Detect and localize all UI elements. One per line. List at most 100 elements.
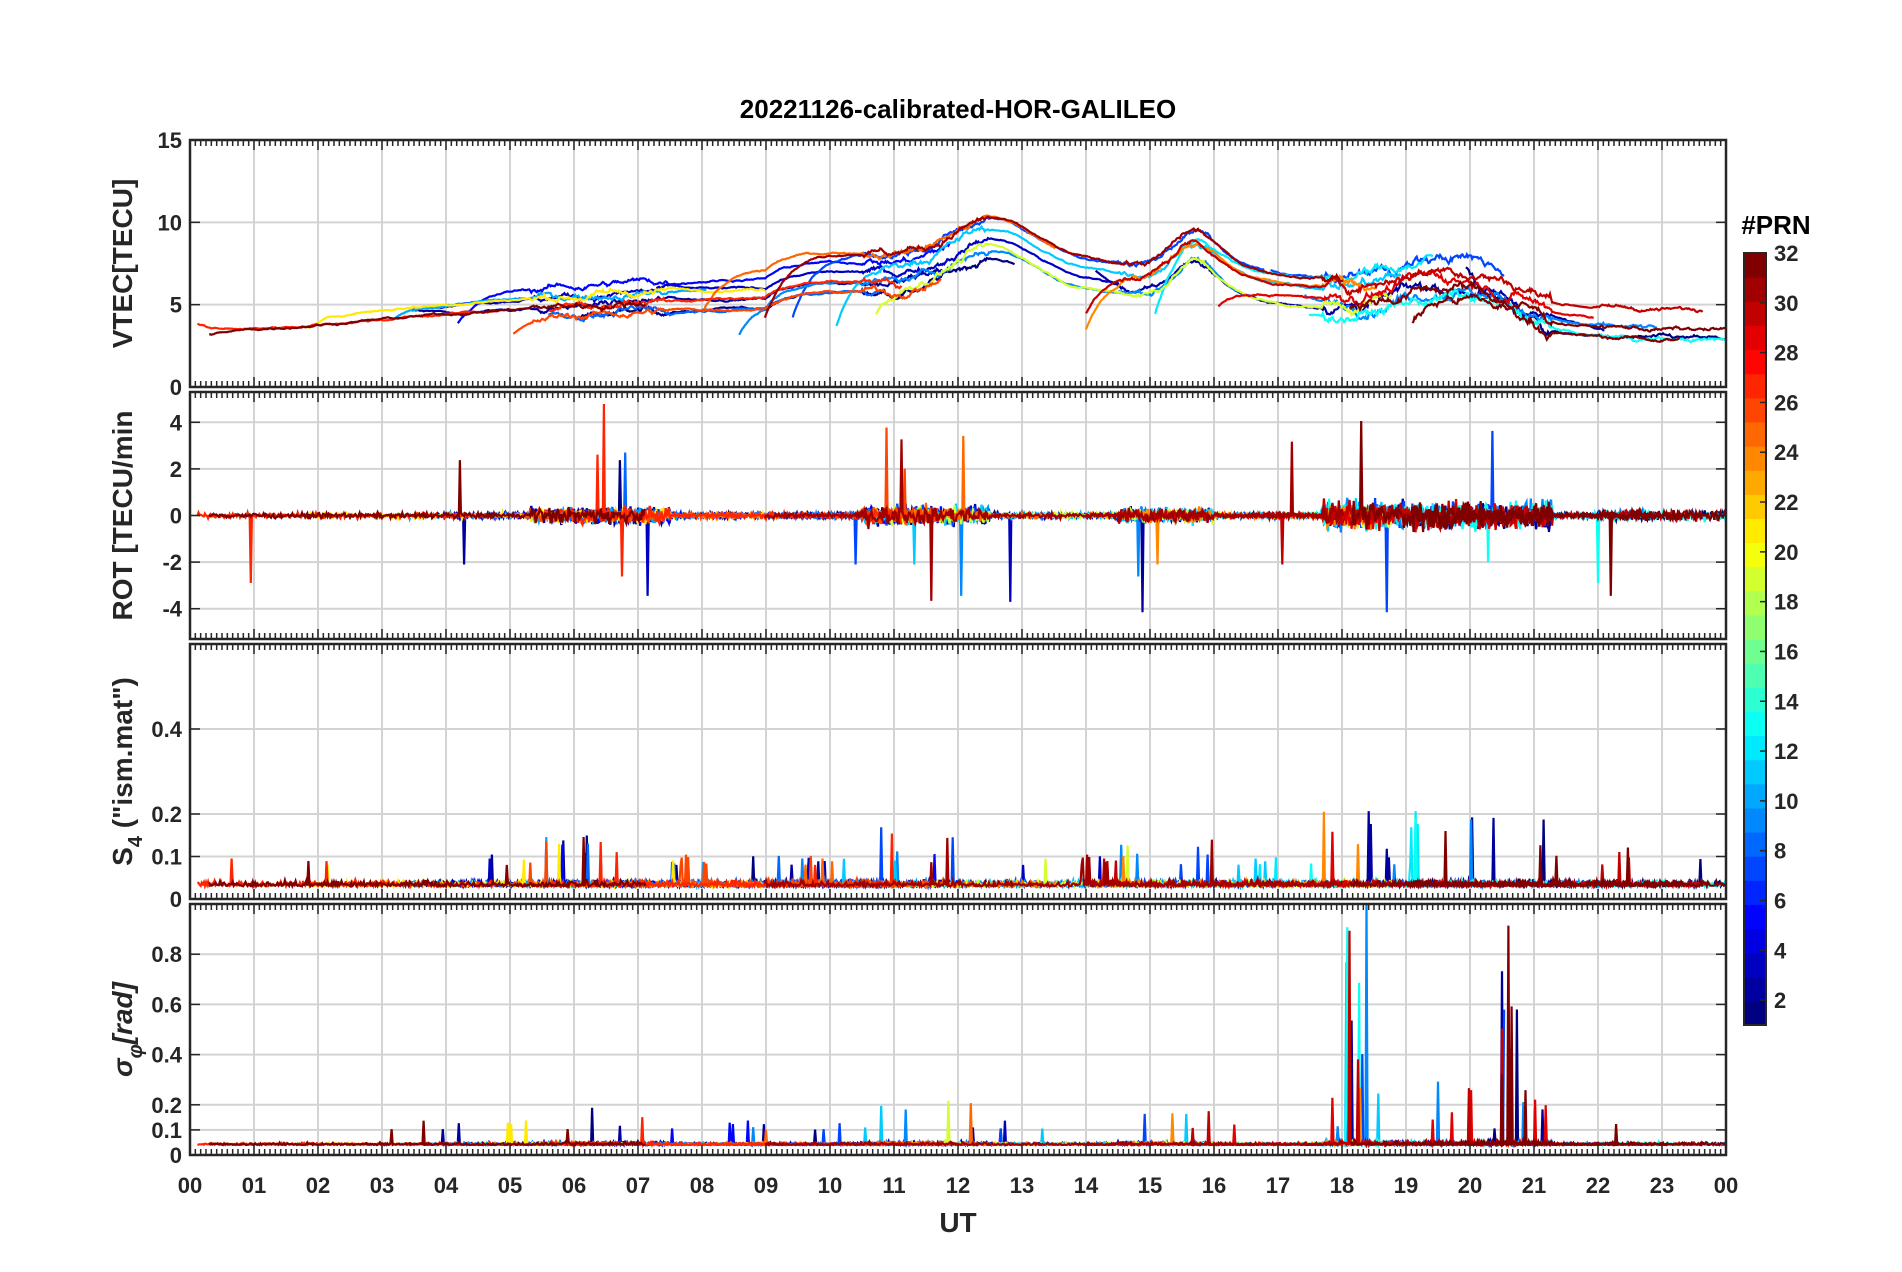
panel-4: 00.10.2 0.4 0.6 0.8σφ[rad] — [107, 902, 1728, 1168]
colorbar-tick-label: 4 — [1774, 938, 1787, 963]
colorbar-tick-label: 12 — [1774, 739, 1798, 764]
colorbar-segment — [1744, 976, 1766, 1002]
colorbar-segment — [1744, 349, 1766, 375]
panel-2: -4 -2 0 2 4 ROT [TECU/min — [107, 390, 1728, 641]
colorbar-tick-label: 10 — [1774, 789, 1798, 814]
colorbar-tick-label: 22 — [1774, 490, 1798, 515]
colorbar-segment — [1744, 542, 1766, 568]
y-tick-label: 0.2 — [151, 1093, 182, 1118]
x-tick-label: 15 — [1138, 1173, 1162, 1198]
panel-3-series — [196, 811, 1726, 891]
series-prn-19 — [875, 242, 1393, 318]
series-prn-31 — [763, 215, 1344, 319]
series-prn-31 — [764, 1138, 1344, 1147]
y-tick-label: 0.4 — [151, 717, 182, 742]
x-tick-label: 09 — [754, 1173, 778, 1198]
x-tick-label: 20 — [1458, 1173, 1482, 1198]
x-tick-label: 23 — [1650, 1173, 1674, 1198]
x-tick-label: 16 — [1202, 1173, 1226, 1198]
series-prn-5 — [456, 241, 953, 324]
x-axis-label: UT — [939, 1207, 976, 1238]
x-tick-label: 21 — [1522, 1173, 1546, 1198]
colorbar-tick-label: 28 — [1774, 341, 1798, 366]
y-tick-label: 0.1 — [151, 845, 182, 870]
series-prn-32 — [208, 836, 1726, 891]
colorbar-tick-label: 30 — [1774, 291, 1798, 316]
panel-4-ticks — [189, 904, 1727, 1156]
colorbar-segment — [1744, 880, 1766, 905]
colorbar-segment — [1744, 253, 1766, 278]
panel-2-series — [196, 403, 1726, 613]
colorbar-segment — [1744, 807, 1766, 833]
x-tick-label: 12 — [946, 1173, 970, 1198]
colorbar-segment — [1744, 397, 1766, 423]
x-tick-label: 01 — [242, 1173, 266, 1198]
y-tick-label: 0.6 — [151, 992, 182, 1017]
y-tick-label: 0 — [170, 375, 182, 400]
x-tick-label: 02 — [306, 1173, 330, 1198]
x-tick-label: 17 — [1266, 1173, 1290, 1198]
x-tick-label: 13 — [1010, 1173, 1034, 1198]
y-tick-label: 2 — [170, 457, 182, 482]
series-prn-32 — [1411, 294, 1681, 343]
colorbar-tick-label: 18 — [1774, 590, 1798, 615]
colorbar-tick-label: 8 — [1774, 839, 1786, 864]
x-axis: 00 01 02 03 04 05 06 07 08 09 10 11 12 13 14 15 16 17 18 19… — [178, 1173, 1738, 1198]
panel-3-ticks — [189, 644, 1727, 900]
y-tick-label: 0.1 — [151, 1118, 182, 1143]
x-tick-label: 00 — [178, 1173, 202, 1198]
colorbar-segment — [1744, 832, 1766, 857]
colorbar-segment — [1744, 325, 1766, 351]
chart-title: 20221126-calibrated-HOR-GALILEO — [740, 94, 1176, 124]
series-prn-30 — [1085, 239, 1704, 314]
colorbar-segment — [1744, 663, 1766, 688]
x-tick-label: 10 — [818, 1173, 842, 1198]
series-prn-32 — [208, 925, 1726, 1148]
y-tick-label: -4 — [162, 597, 182, 622]
panel-2-ticks — [189, 392, 1727, 639]
y-tick-label: 4 — [170, 410, 183, 435]
x-tick-label: 05 — [498, 1173, 522, 1198]
panel-1-ticks — [189, 139, 1727, 388]
series-prn-11 — [835, 224, 1402, 327]
y-tick-label: 0 — [170, 504, 182, 529]
x-tick-label: 06 — [562, 1173, 586, 1198]
x-tick-label: 03 — [370, 1173, 394, 1198]
panel-1-series — [196, 214, 1726, 344]
colorbar-tick-label: 24 — [1774, 440, 1799, 465]
panel-1: 0 5 10 15 VTEC[TECU] — [107, 128, 1728, 400]
colorbar-tick-label: 14 — [1774, 689, 1799, 714]
series-prn-31 — [763, 837, 1344, 890]
x-tick-label: 08 — [690, 1173, 714, 1198]
x-tick-label: 18 — [1330, 1173, 1354, 1198]
colorbar-segment — [1744, 687, 1766, 712]
y-tick-label: 0 — [170, 887, 182, 912]
colorbar-segment — [1744, 446, 1766, 471]
series-prn-31 — [763, 439, 1345, 601]
x-tick-label: 00 — [1714, 1173, 1738, 1198]
colorbar-segment — [1744, 277, 1766, 302]
colorbar-segment — [1744, 590, 1766, 616]
colorbar-segment — [1744, 614, 1766, 640]
series-prn-32 — [208, 420, 1726, 532]
colorbar-segment — [1744, 373, 1766, 399]
y-tick-label: 0.4 — [151, 1043, 182, 1068]
panel-4-ylabel: σφ[rad] — [107, 980, 147, 1077]
colorbar-segment — [1744, 904, 1766, 930]
y-tick-label: -2 — [162, 550, 182, 575]
colorbar-segment — [1744, 759, 1766, 785]
colorbar-tick-label: 20 — [1774, 540, 1798, 565]
panel-3-ylabel: S4 ("ism.mat") — [107, 677, 147, 866]
colorbar-segment — [1744, 494, 1766, 519]
colorbar-segment — [1744, 735, 1766, 761]
colorbar-segment — [1744, 639, 1766, 664]
series-prn-32 — [209, 280, 1726, 337]
y-tick-label: 10 — [158, 210, 182, 235]
colorbar-segment — [1744, 1000, 1766, 1026]
y-tick-label: 0 — [170, 1143, 182, 1168]
x-tick-label: 07 — [626, 1173, 650, 1198]
colorbar-segment — [1744, 928, 1766, 954]
